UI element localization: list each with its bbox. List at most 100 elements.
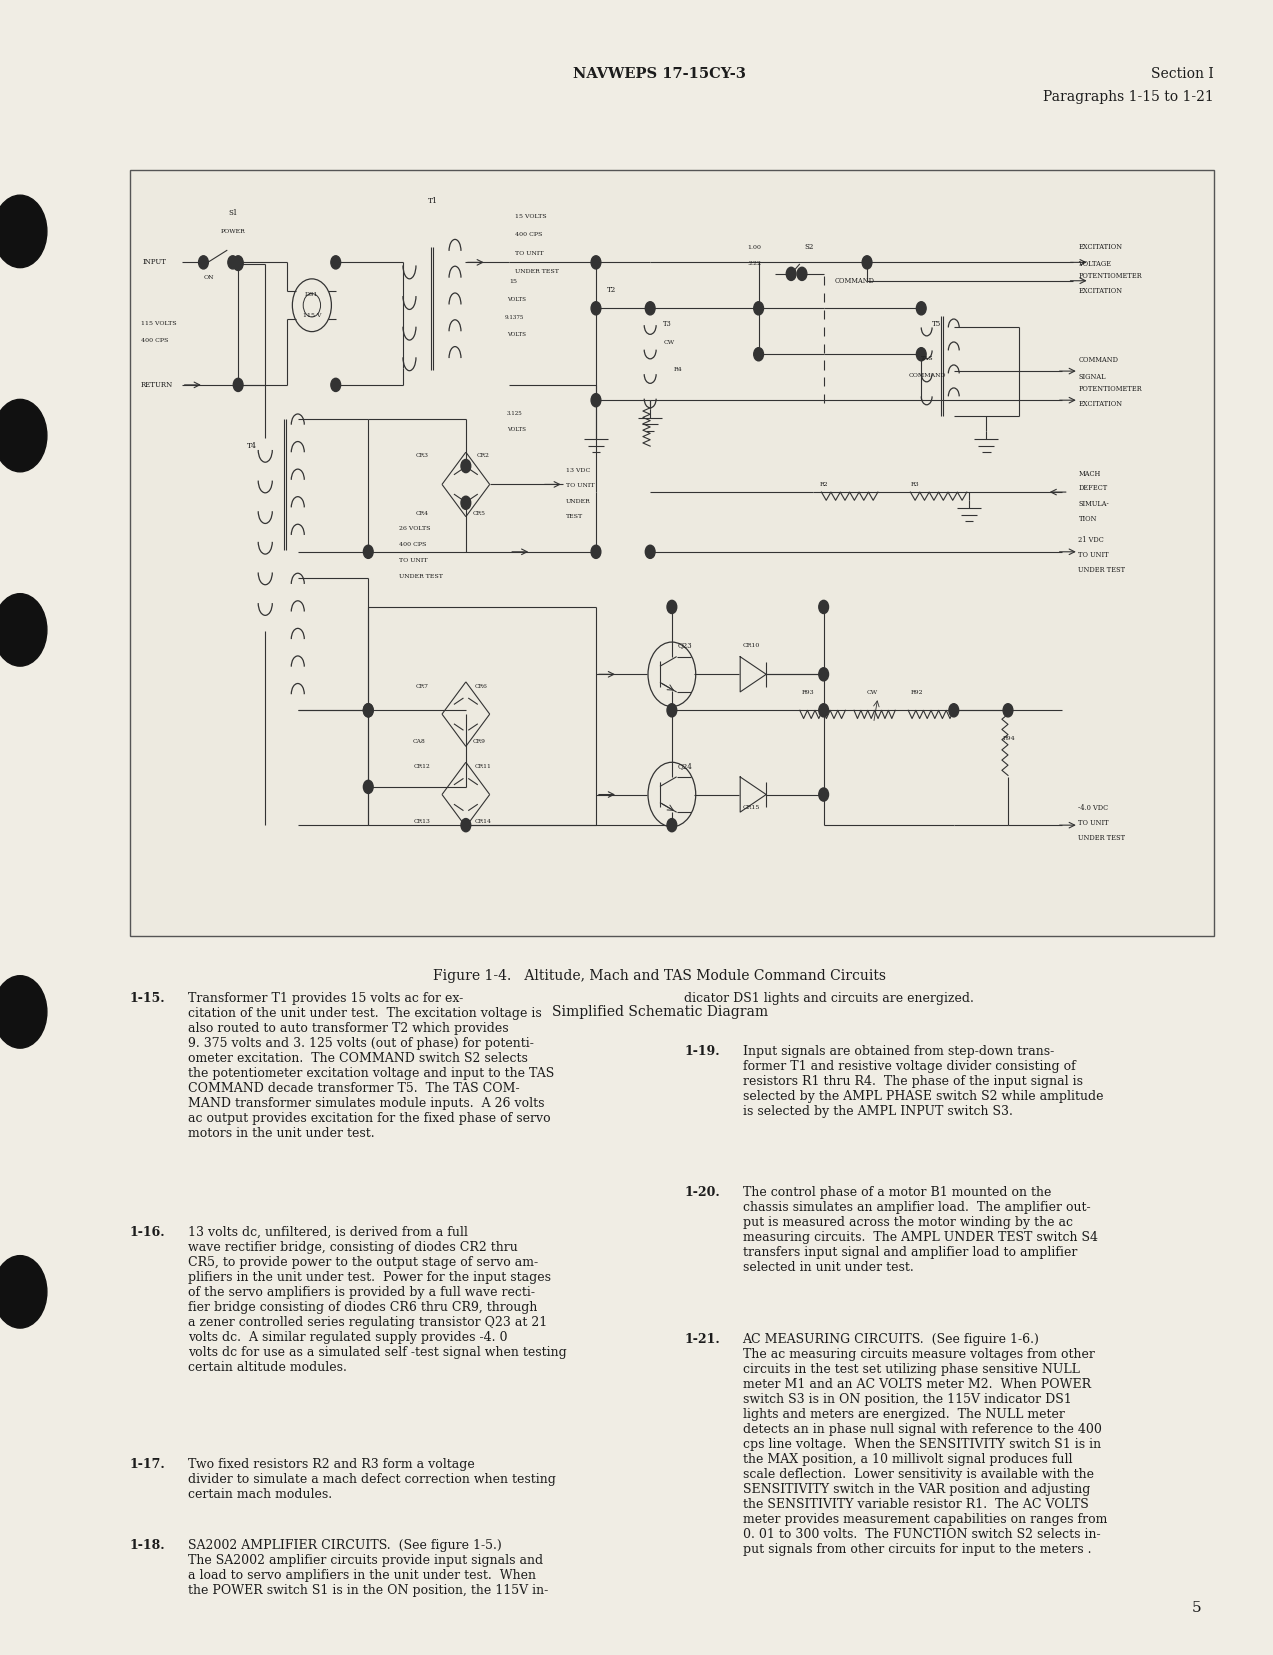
Text: S2: S2	[805, 243, 813, 252]
Text: R93: R93	[802, 690, 815, 695]
Circle shape	[461, 496, 471, 510]
Text: Simplified Schematic Diagram: Simplified Schematic Diagram	[551, 1005, 768, 1019]
Text: dicator DS1 lights and circuits are energized.: dicator DS1 lights and circuits are ener…	[684, 991, 974, 1005]
Text: DEFECT: DEFECT	[1078, 485, 1108, 492]
Circle shape	[819, 667, 829, 680]
Text: Q24: Q24	[677, 763, 693, 770]
Text: 400 CPS: 400 CPS	[140, 338, 168, 343]
Text: T3: T3	[663, 319, 672, 328]
Text: S1: S1	[228, 209, 238, 217]
Text: CR10: CR10	[742, 642, 760, 647]
Text: CR9: CR9	[472, 740, 485, 745]
Text: 3.125: 3.125	[507, 412, 523, 417]
Circle shape	[233, 257, 243, 270]
Circle shape	[667, 601, 677, 614]
Text: T4: T4	[247, 442, 257, 450]
Circle shape	[0, 195, 47, 268]
Text: CR2: CR2	[476, 453, 490, 458]
Text: RETURN: RETURN	[140, 381, 173, 389]
Text: CR4: CR4	[416, 511, 429, 516]
Text: SIMULA-: SIMULA-	[1078, 500, 1109, 508]
Text: 1-18.: 1-18.	[130, 1539, 165, 1552]
Text: INPUT: INPUT	[143, 258, 167, 266]
Text: 400 CPS: 400 CPS	[398, 541, 426, 546]
Circle shape	[645, 301, 656, 314]
Text: R3: R3	[910, 482, 919, 487]
Text: R92: R92	[910, 690, 923, 695]
Text: Figure 1-4.   Altitude, Mach and TAS Module Command Circuits: Figure 1-4. Altitude, Mach and TAS Modul…	[433, 970, 886, 983]
Text: TO UNIT: TO UNIT	[1078, 819, 1109, 828]
Circle shape	[233, 379, 243, 392]
Circle shape	[819, 703, 829, 717]
Text: VOLTAGE: VOLTAGE	[1078, 260, 1111, 268]
Circle shape	[819, 601, 829, 614]
Circle shape	[363, 544, 373, 558]
Text: 1-21.: 1-21.	[684, 1332, 719, 1346]
Text: NAVWEPS 17-15CY-3: NAVWEPS 17-15CY-3	[573, 66, 746, 81]
Text: POWER: POWER	[220, 230, 246, 235]
Circle shape	[363, 703, 373, 717]
Text: VOLTS: VOLTS	[507, 333, 526, 338]
Circle shape	[754, 301, 764, 314]
Text: MACH: MACH	[1078, 470, 1101, 478]
Circle shape	[591, 257, 601, 270]
Text: CR15: CR15	[742, 804, 760, 809]
Text: TO UNIT: TO UNIT	[398, 558, 428, 563]
Circle shape	[461, 460, 471, 473]
Text: Section I: Section I	[1151, 66, 1214, 81]
Text: CW: CW	[663, 341, 675, 346]
Text: 13 volts dc, unfiltered, is derived from a full
wave rectifier bridge, consistin: 13 volts dc, unfiltered, is derived from…	[188, 1226, 566, 1374]
Text: CR12: CR12	[414, 763, 430, 768]
Text: Paragraphs 1-15 to 1-21: Paragraphs 1-15 to 1-21	[1044, 89, 1214, 104]
Text: 26 VOLTS: 26 VOLTS	[398, 526, 430, 531]
Circle shape	[667, 819, 677, 832]
Text: R94: R94	[1003, 736, 1016, 741]
Text: VOLTS: VOLTS	[507, 296, 526, 301]
Circle shape	[0, 976, 47, 1048]
Text: UNDER TEST: UNDER TEST	[514, 270, 559, 275]
Circle shape	[917, 348, 927, 361]
Text: 15: 15	[509, 280, 517, 285]
Text: 1.00: 1.00	[747, 245, 761, 250]
Text: COMMAND: COMMAND	[1078, 356, 1119, 364]
Text: CR6: CR6	[475, 684, 488, 688]
Text: CR5: CR5	[472, 511, 485, 516]
Circle shape	[0, 594, 47, 665]
Text: The control phase of a motor B1 mounted on the
chassis simulates an amplifier lo: The control phase of a motor B1 mounted …	[742, 1187, 1097, 1274]
Text: TEST: TEST	[565, 515, 583, 520]
Text: 1-20.: 1-20.	[684, 1187, 719, 1200]
Text: 115 VOLTS: 115 VOLTS	[140, 321, 176, 326]
Circle shape	[645, 544, 656, 558]
Text: TION: TION	[1078, 515, 1097, 523]
Text: SIGNAL: SIGNAL	[1078, 374, 1106, 381]
Text: 1-17.: 1-17.	[130, 1458, 165, 1471]
Bar	[130, 170, 1214, 937]
Text: 15 VOLTS: 15 VOLTS	[514, 213, 546, 218]
Circle shape	[819, 788, 829, 801]
Text: T2: T2	[607, 286, 616, 295]
Text: TO UNIT: TO UNIT	[1078, 551, 1109, 559]
Text: TAS: TAS	[922, 356, 934, 361]
Text: -4.0 VDC: -4.0 VDC	[1078, 804, 1109, 811]
Text: 1-16.: 1-16.	[130, 1226, 165, 1240]
Text: CR13: CR13	[414, 819, 430, 824]
Circle shape	[797, 266, 807, 280]
Text: TO UNIT: TO UNIT	[565, 483, 594, 488]
Text: R2: R2	[820, 482, 827, 487]
Text: CW: CW	[867, 690, 878, 695]
Text: UNDER: UNDER	[565, 498, 591, 503]
Text: .222: .222	[747, 261, 761, 266]
Circle shape	[862, 257, 872, 270]
Text: T5: T5	[932, 319, 941, 328]
Circle shape	[461, 819, 471, 832]
Circle shape	[667, 703, 677, 717]
Text: EXCITATION: EXCITATION	[1078, 401, 1123, 409]
Text: POTENTIOMETER: POTENTIOMETER	[1078, 386, 1142, 394]
Text: COMMAND: COMMAND	[908, 372, 946, 379]
Text: VOLTS: VOLTS	[507, 427, 526, 432]
Text: EXCITATION: EXCITATION	[1078, 286, 1123, 295]
Text: CA8: CA8	[412, 740, 425, 745]
Circle shape	[591, 544, 601, 558]
Text: Input signals are obtained from step-down trans-
former T1 and resistive voltage: Input signals are obtained from step-dow…	[742, 1044, 1102, 1117]
Text: Q23: Q23	[677, 640, 693, 649]
